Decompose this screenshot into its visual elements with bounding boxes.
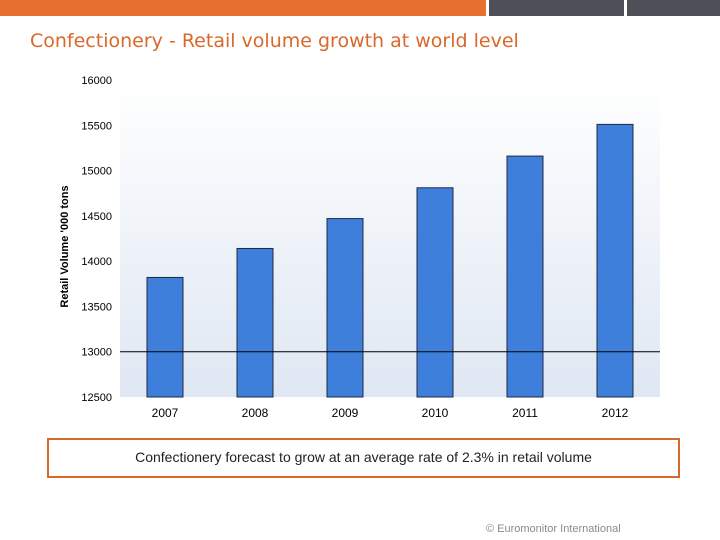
- x-tick-label: 2010: [422, 406, 449, 420]
- bar-2012: [596, 123, 634, 398]
- copyright-footer: © Euromonitor International: [486, 523, 621, 535]
- x-tick-label: 2009: [332, 406, 359, 420]
- y-tick-label: 12500: [81, 392, 112, 404]
- x-tick-label: 2007: [152, 406, 179, 420]
- y-tick-label: 16000: [81, 75, 112, 87]
- callout-text: Confectionery forecast to grow at an ave…: [135, 449, 592, 465]
- bar-2011: [506, 155, 544, 398]
- top-bar-gray-segment-right: [627, 0, 720, 16]
- bar-2010: [416, 187, 454, 398]
- plot-area: [120, 80, 660, 397]
- y-tick-label: 15500: [81, 120, 112, 132]
- y-tick-label: 14500: [81, 211, 112, 223]
- bar-2008: [236, 247, 274, 398]
- x-tick-label: 2008: [242, 406, 269, 420]
- top-bar-orange-segment: [0, 0, 486, 16]
- x-tick-label: 2011: [512, 406, 538, 420]
- page-title: Confectionery - Retail volume growth at …: [30, 30, 519, 52]
- top-bar-gray-segment: [489, 0, 624, 16]
- y-tick-label: 15000: [81, 166, 112, 178]
- bar-2007: [146, 276, 184, 398]
- y-axis-label: Retail Volume '000 tons: [59, 185, 71, 307]
- y-tick-label: 13500: [81, 301, 112, 313]
- y-tick-label: 14000: [81, 256, 112, 268]
- callout-box: Confectionery forecast to grow at an ave…: [47, 438, 680, 478]
- bar-2009: [326, 218, 364, 398]
- bar-chart: 16000 15500 15000 14500 14000 13500 13000 12500…: [59, 75, 660, 420]
- x-tick-label: 2012: [602, 406, 629, 420]
- y-tick-label: 13000: [81, 347, 112, 359]
- top-accent-bar: [0, 0, 720, 16]
